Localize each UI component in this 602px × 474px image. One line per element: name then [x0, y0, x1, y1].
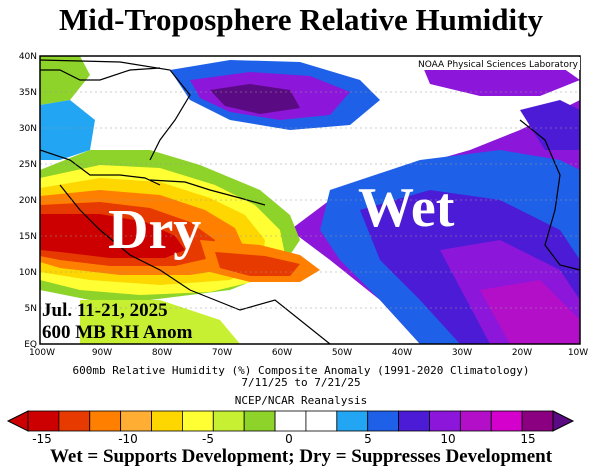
legend-swatch [490, 410, 523, 432]
lat-label-30n: 30N [19, 124, 37, 134]
lon-label-80w: 80W [152, 348, 172, 358]
map-frame [39, 55, 581, 345]
lon-label-30w: 30W [452, 348, 472, 358]
legend-swatch [459, 410, 492, 432]
color-legend: -15 -10 -5 0 5 10 15 [6, 410, 575, 446]
lat-label-35n: 35N [19, 88, 37, 98]
footer-note: Wet = Supports Development; Dry = Suppre… [49, 446, 553, 467]
caption-line-2: 7/11/25 to 7/21/25 [241, 376, 361, 389]
legend-tick-0: 0 [285, 432, 293, 446]
legend-left-arrow [6, 410, 29, 432]
lon-label-70w: 70W [212, 348, 232, 358]
credit-box [396, 57, 580, 70]
legend-tick-15: 15 [520, 432, 535, 446]
legend-tick-10: 10 [440, 432, 455, 446]
lon-label-60w: 60W [272, 348, 292, 358]
legend-swatch [429, 410, 461, 432]
legend-swatch [212, 410, 245, 432]
rh-anomaly-field [40, 56, 580, 344]
lon-label-50w: 50W [332, 348, 352, 358]
variable-overlay: 600 MB RH Anom [42, 322, 193, 343]
legend-swatch [521, 410, 554, 432]
legend-tick--10: -10 [118, 432, 138, 446]
lon-label-100w: 100W [29, 348, 55, 358]
lon-label-40w: 40W [392, 348, 412, 358]
lat-label-15n: 15N [19, 232, 37, 242]
lat-label-20n: 20N [19, 196, 37, 206]
coastlines [40, 59, 580, 344]
legend-tick--15: -15 [32, 432, 52, 446]
lat-label-5n: 5N [25, 304, 37, 314]
legend-swatch [151, 410, 183, 432]
legend-swatch [89, 410, 122, 432]
legend-swatch [120, 410, 152, 432]
wet-label: Wet [358, 177, 455, 239]
credit-text: NOAA Physical Sciences Laboratory [418, 60, 579, 70]
legend-swatch [58, 410, 91, 432]
lon-label-90w: 90W [92, 348, 112, 358]
legend-swatches [27, 410, 554, 432]
grid-lines [40, 91, 580, 309]
legend-swatch [182, 410, 214, 432]
legend-swatch [274, 410, 307, 432]
date-overlay: Jul. 11-21, 2025 [42, 300, 168, 321]
lat-axis: 40N 35N 30N 25N 20N 15N 10N 5N EQ [19, 52, 37, 350]
lon-label-10w: 10W [568, 348, 588, 358]
lat-label-25n: 25N [19, 160, 37, 170]
lat-label-10n: 10N [19, 268, 37, 278]
legend-tick--5: -5 [202, 432, 214, 446]
legend-swatch [398, 410, 430, 432]
legend-swatch [27, 410, 60, 432]
dry-label: Dry [108, 199, 201, 261]
legend-right-arrow [552, 410, 575, 432]
legend-swatch [336, 410, 369, 432]
lat-label-eq: EQ [24, 340, 37, 350]
lon-label-20w: 20W [512, 348, 532, 358]
page-title: Mid-Troposphere Relative Humidity [59, 2, 543, 37]
legend-swatch [243, 410, 276, 432]
legend-swatch [305, 410, 338, 432]
legend-swatch [367, 410, 399, 432]
lon-axis: 100W 90W 80W 70W 60W 50W 40W 30W 20W 10W [29, 348, 588, 358]
caption-source: NCEP/NCAR Reanalysis [234, 394, 368, 407]
lat-label-40n: 40N [19, 52, 37, 62]
caption-line-1: 600mb Relative Humidity (%) Composite An… [72, 364, 530, 377]
legend-tick-5: 5 [364, 432, 372, 446]
